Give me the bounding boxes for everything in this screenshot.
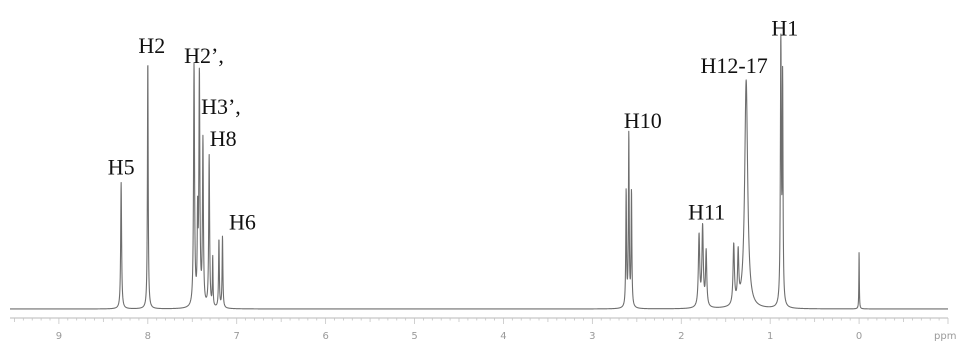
peak-label-h2: H2 — [138, 33, 165, 58]
x-axis-unit-label: ppm — [934, 331, 956, 342]
x-tick-label: 1 — [767, 331, 773, 342]
x-tick-label: 0 — [856, 331, 862, 342]
x-tick-label: 3 — [589, 331, 595, 342]
spectrum-line — [9, 33, 949, 310]
spectrum-trace — [9, 33, 949, 310]
x-tick-label: 9 — [56, 331, 62, 342]
peak-label-h5: H5 — [108, 155, 135, 180]
peak-label-h10: H10 — [624, 108, 662, 133]
x-tick-label: 2 — [678, 331, 684, 342]
peak-label-h3: H3’, — [201, 94, 241, 119]
peak-label-h6: H6 — [229, 210, 256, 235]
peak-label-h1: H1 — [771, 16, 798, 41]
x-tick-label: 6 — [322, 331, 328, 342]
x-axis: 9 8 7 6 5 4 3 2 1 0 ppm — [10, 317, 956, 342]
x-tick-label: 5 — [411, 331, 417, 342]
x-tick-label: 4 — [500, 331, 506, 342]
peak-label-h11: H11 — [688, 199, 725, 224]
peak-label-h8: H8 — [210, 126, 237, 151]
peak-label-h12-17: H12-17 — [701, 53, 768, 78]
peak-label-h2: H2’, — [184, 43, 224, 68]
x-tick-label: 7 — [234, 331, 240, 342]
x-tick-label: 8 — [145, 331, 151, 342]
